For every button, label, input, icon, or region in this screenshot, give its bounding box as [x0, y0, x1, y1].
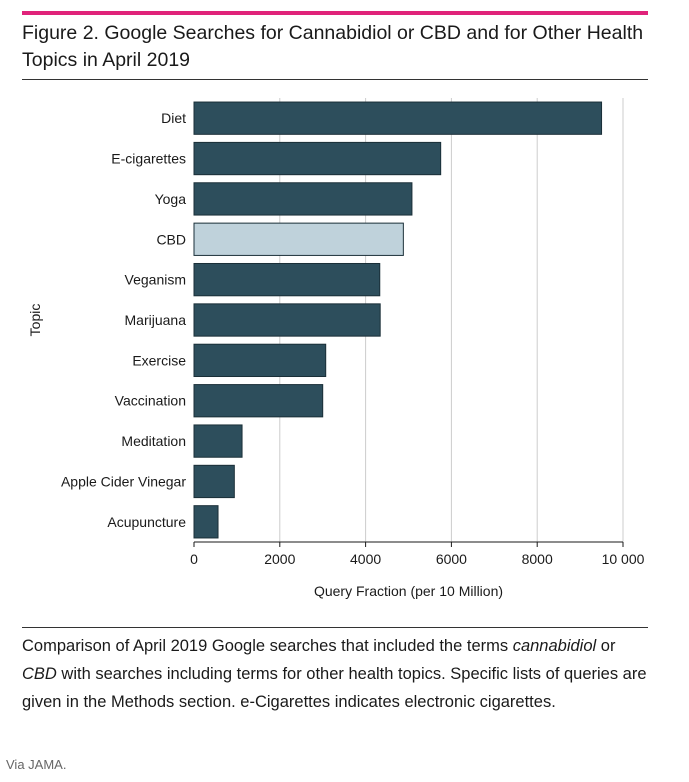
- bar-veganism: [193, 262, 381, 297]
- bar-vaccination: [193, 384, 324, 418]
- x-tick-label: 6000: [436, 551, 467, 567]
- bar-diet: [193, 101, 603, 135]
- bar-meditation: [193, 424, 243, 458]
- caption-text-1: Comparison of April 2019 Google searches…: [22, 637, 513, 655]
- figure-title: Figure 2. Google Searches for Cannabidio…: [22, 22, 644, 71]
- y-tick-label: Vaccination: [115, 393, 186, 409]
- y-tick-label: Meditation: [121, 433, 186, 449]
- y-tick-label: Yoga: [155, 191, 187, 207]
- x-tick-label: 8000: [522, 551, 553, 567]
- bar-apple-cider-vinegar: [193, 464, 235, 499]
- caption-term-cannabidiol: cannabidiol: [512, 637, 597, 655]
- y-axis-title: Topic: [27, 304, 43, 337]
- source-credit: Via JAMA.: [6, 757, 67, 772]
- y-tick-label: Marijuana: [125, 312, 187, 328]
- bar-marijuana: [193, 303, 381, 337]
- top-accent-rule: [22, 11, 648, 15]
- y-tick-label: Veganism: [125, 272, 186, 288]
- y-tick-label: CBD: [156, 231, 186, 247]
- y-tick-label: Diet: [161, 110, 186, 126]
- y-tick-label: Acupuncture: [107, 514, 186, 530]
- caption-divider: [22, 627, 648, 628]
- bar-chart: 0 2000 4000 6000 8000 10 000 Diet E-cigarettes…: [27, 98, 645, 599]
- y-axis-category-labels: Diet E-cigarettes Yoga CBD Veganism Marijuana…: [61, 110, 186, 530]
- y-tick-label: E-cigarettes: [111, 151, 186, 167]
- caption-text-2: or: [596, 637, 616, 655]
- x-axis-title: Query Fraction (per 10 Million): [314, 583, 503, 599]
- chart-bars: [193, 101, 603, 539]
- figure-caption: Comparison of April 2019 Google searches…: [22, 632, 652, 716]
- bar-exercise: [193, 343, 327, 378]
- y-tick-label: Exercise: [132, 352, 186, 368]
- x-tick-label: 2000: [264, 551, 295, 567]
- caption-text-3: with searches including terms for other …: [22, 665, 647, 711]
- bar-cbd: [193, 222, 404, 256]
- bar-yoga: [193, 182, 413, 216]
- x-tick-label: 10 000: [602, 551, 645, 567]
- caption-term-cbd: CBD: [22, 665, 57, 683]
- title-divider: [22, 79, 648, 80]
- y-tick-label: Apple Cider Vinegar: [61, 473, 186, 489]
- x-tick-label: 0: [190, 551, 198, 567]
- x-tick-label: 4000: [350, 551, 381, 567]
- bar-acupuncture: [193, 505, 219, 539]
- bar-e-cigarettes: [193, 141, 442, 176]
- x-axis-ticks: 0 2000 4000 6000 8000 10 000: [190, 542, 645, 567]
